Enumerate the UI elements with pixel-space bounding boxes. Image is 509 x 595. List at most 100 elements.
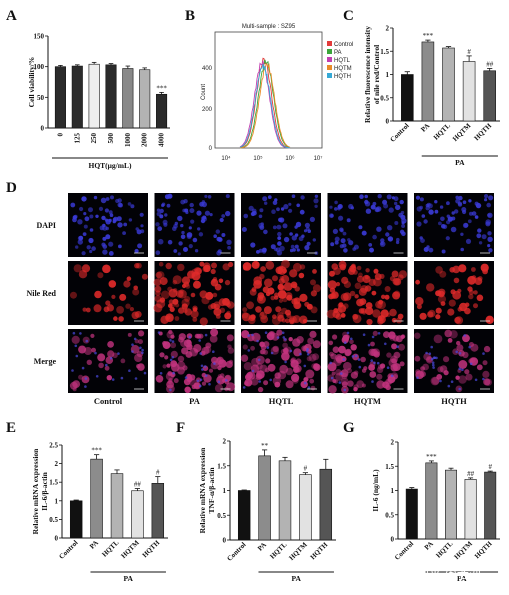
- cell-dot: [221, 214, 226, 218]
- significance-label: ***: [91, 447, 102, 455]
- cell-dot: [337, 207, 341, 211]
- cell-dot: [300, 380, 308, 389]
- cell-dot: [389, 276, 396, 282]
- cell-dot: [109, 213, 114, 217]
- cell-dot: [215, 229, 220, 234]
- x-tick-label: PA: [423, 540, 435, 552]
- y-tick-label: 0: [55, 535, 59, 543]
- cell-dot: [181, 347, 189, 355]
- cell-dot: [201, 201, 207, 208]
- cell-dot: [283, 204, 289, 210]
- cell-dot: [392, 277, 401, 286]
- y-tick-label: 100: [34, 63, 45, 71]
- cell-dot: [134, 353, 143, 363]
- cell-dot: [177, 252, 181, 256]
- cell-dot: [101, 215, 106, 221]
- cell-dot: [128, 218, 133, 222]
- cell-dot: [186, 343, 193, 350]
- cell-dot: [439, 270, 447, 278]
- cell-dot: [334, 379, 339, 384]
- cell-dot: [75, 245, 79, 249]
- cell-dot: [198, 232, 204, 237]
- nucleus-dot: [188, 335, 192, 339]
- y-tick-label: 0: [386, 118, 390, 126]
- cell-dot: [213, 303, 220, 311]
- nucleus-dot: [340, 372, 343, 375]
- cell-dot: [332, 228, 338, 234]
- cell-dot: [272, 314, 277, 320]
- cell-dot: [78, 235, 84, 241]
- cell-dot: [164, 355, 169, 360]
- cell-dot: [373, 277, 382, 287]
- cell-dot: [285, 318, 290, 324]
- cell-dot: [190, 309, 199, 319]
- nucleus-dot: [307, 386, 311, 389]
- cell-dot: [211, 278, 216, 283]
- cell-dot: [285, 309, 291, 316]
- cell-dot: [387, 237, 391, 241]
- cell-dot: [228, 261, 234, 268]
- cell-dot: [420, 366, 425, 371]
- cell-dot: [439, 205, 444, 209]
- nucleus-dot: [376, 361, 380, 365]
- cell-dot: [177, 215, 183, 222]
- cell-dot: [332, 346, 340, 354]
- cell-dot: [354, 282, 362, 290]
- cell-dot: [289, 232, 293, 236]
- cell-dot: [447, 338, 453, 343]
- nucleus-dot: [105, 363, 108, 367]
- nucleus-dot: [367, 343, 371, 347]
- cell-dot: [298, 272, 305, 279]
- cell-dot: [365, 208, 372, 214]
- cell-dot: [126, 276, 132, 282]
- nucleus-dot: [199, 352, 202, 355]
- bar: [139, 69, 151, 129]
- cell-dot: [253, 276, 262, 285]
- y-tick-label: 0: [391, 536, 395, 544]
- cell-dot: [435, 266, 443, 274]
- cell-dot: [270, 244, 276, 250]
- cell-dot: [136, 364, 141, 369]
- cell-dot: [331, 371, 336, 376]
- cell-dot: [435, 314, 441, 320]
- y-axis-label: Count: [201, 84, 207, 100]
- cell-dot: [328, 340, 334, 346]
- cell-dot: [110, 195, 114, 200]
- cell-dot: [90, 333, 95, 338]
- cell-dot: [446, 201, 450, 206]
- cell-dot: [380, 363, 386, 369]
- cell-dot: [285, 292, 293, 300]
- cell-dot: [468, 289, 474, 295]
- nucleus-dot: [458, 387, 462, 391]
- cell-dot: [457, 368, 462, 373]
- cell-dot: [372, 201, 377, 206]
- cell-dot: [395, 204, 401, 211]
- bar: [110, 473, 124, 539]
- nucleus-dot: [131, 343, 134, 347]
- cell-dot: [162, 219, 168, 225]
- y-axis-label: IL-6 (ng/mL): [371, 469, 380, 512]
- cell-dot: [386, 352, 392, 358]
- cell-dot: [108, 251, 114, 256]
- cell-dot: [392, 291, 401, 300]
- cell-dot: [375, 206, 382, 212]
- nucleus-dot: [430, 357, 434, 361]
- cell-dot: [398, 212, 404, 218]
- nucleus-dot: [242, 386, 246, 389]
- nucleus-dot: [463, 334, 467, 337]
- cell-dot: [453, 277, 460, 284]
- cell-dot: [347, 380, 354, 387]
- cell-dot: [164, 213, 168, 217]
- cell-dot: [277, 314, 285, 322]
- cell-dot: [193, 280, 201, 289]
- cell-dot: [199, 261, 205, 267]
- cell-dot: [97, 272, 104, 279]
- cell-dot: [105, 300, 111, 306]
- cell-dot: [155, 271, 162, 279]
- cell-dot: [246, 372, 254, 379]
- x-tick-label: PA: [419, 122, 431, 134]
- cell-dot: [294, 286, 300, 292]
- cell-dot: [226, 334, 234, 342]
- x-tick-label: 10⁵: [253, 155, 263, 162]
- cell-dot: [120, 358, 126, 364]
